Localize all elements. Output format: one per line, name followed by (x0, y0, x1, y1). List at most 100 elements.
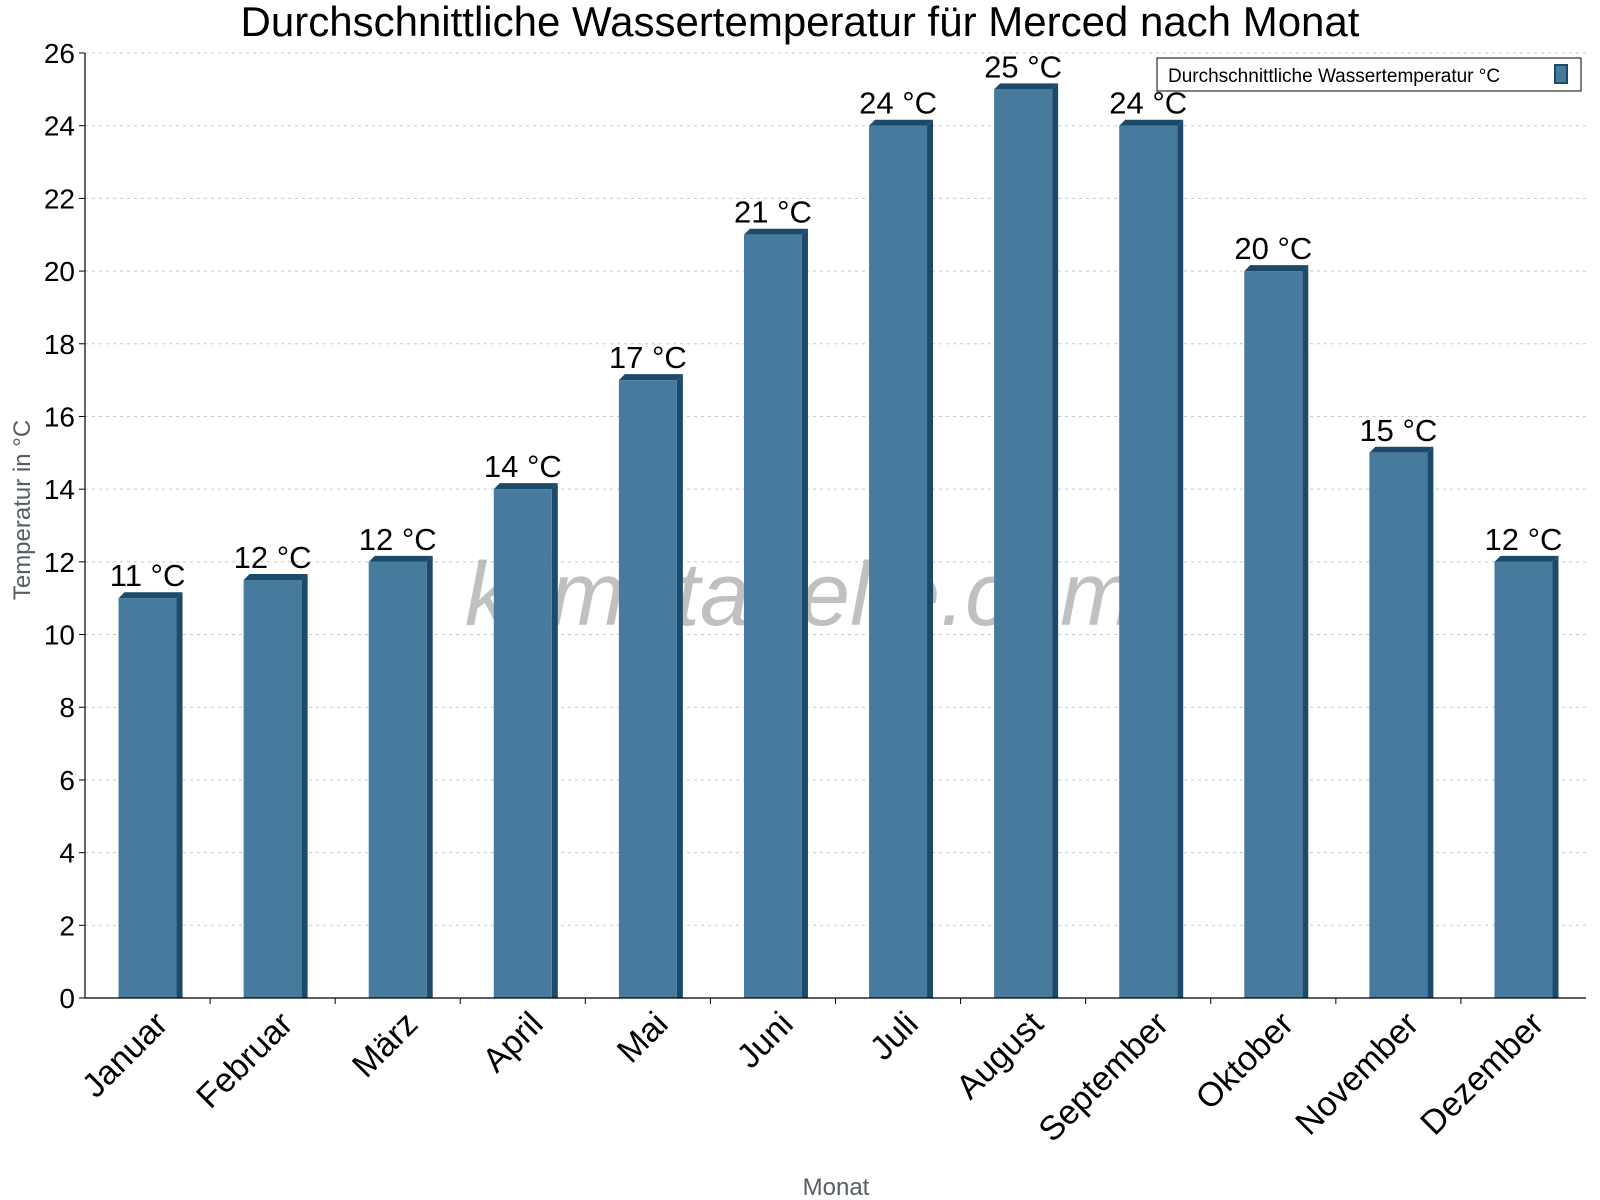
bars (118, 83, 1559, 999)
x-axis-label: Monat (803, 1174, 870, 1200)
bar-top (1119, 119, 1184, 126)
data-label: 21 °C (734, 195, 812, 230)
y-tick-label: 16 (44, 401, 75, 432)
data-label: 15 °C (1359, 413, 1437, 448)
bar (1494, 555, 1559, 998)
data-label: 14 °C (484, 449, 562, 484)
y-tick-label: 18 (44, 329, 75, 360)
data-label: 24 °C (1109, 86, 1187, 121)
y-tick-label: 22 (44, 183, 75, 214)
x-tick-label: Mai (610, 1005, 676, 1071)
data-labels: 11 °C 12 °C 12 °C 14 °C 17 °C 21 °C 24 °C 25 °C… (110, 49, 1563, 593)
bar-top (618, 374, 683, 381)
data-label: 24 °C (859, 86, 937, 121)
y-tick-label: 8 (59, 692, 75, 723)
legend-swatch (1554, 64, 1568, 84)
bar-top (743, 228, 808, 235)
y-axis-label: Temperatur in °C (9, 420, 36, 600)
y-tick-label: 4 (59, 838, 75, 869)
bar (118, 592, 183, 998)
grid-lines (85, 52, 1586, 926)
bar-side (927, 119, 934, 998)
bar-top (869, 119, 934, 126)
bar (743, 228, 808, 998)
bar (1369, 446, 1434, 998)
x-tick-label: Oktober (1189, 1005, 1301, 1117)
bar (994, 83, 1059, 999)
data-label: 25 °C (984, 49, 1062, 84)
x-tick-label: September (1031, 1005, 1175, 1149)
bar-front (1244, 271, 1303, 999)
data-label: 12 °C (359, 522, 437, 557)
data-label: 11 °C (110, 558, 186, 593)
bar-side (1302, 265, 1309, 999)
axes (84, 53, 1586, 999)
bar-top (994, 83, 1059, 90)
bar-side (676, 374, 683, 999)
bar-front (1494, 561, 1553, 998)
bar-front (368, 561, 427, 998)
bar-front (1119, 125, 1178, 998)
bar-side (1427, 446, 1434, 998)
bar-top (1494, 555, 1559, 562)
bar (243, 574, 308, 998)
y-tick-label: 0 (59, 983, 75, 1014)
bar-top (118, 592, 183, 599)
x-tick-label: Januar (75, 1005, 175, 1105)
bar-side (551, 483, 558, 999)
x-tick-label: August (949, 1004, 1051, 1106)
bar-front (493, 489, 552, 998)
y-tick-label: 20 (44, 256, 75, 287)
y-tick-label: 12 (44, 547, 75, 578)
data-label: 12 °C (234, 540, 312, 575)
x-tick-label: Juli (863, 1005, 926, 1068)
bar-side (176, 592, 183, 998)
data-label: 17 °C (609, 340, 687, 375)
x-tick-label: November (1288, 1005, 1426, 1143)
data-label: 12 °C (1485, 522, 1563, 557)
y-tick-label: 26 (44, 38, 75, 69)
bar-top (368, 555, 433, 562)
legend-label: Durchschnittliche Wassertemperatur °C (1168, 66, 1500, 87)
data-label: 20 °C (1234, 231, 1312, 266)
legend-box (1156, 57, 1582, 92)
bar-front (1369, 452, 1428, 998)
bar-top (1244, 265, 1309, 272)
bar-front (243, 580, 302, 998)
x-tick-label: Februar (189, 1005, 300, 1116)
bar (618, 374, 683, 999)
x-tick-label: Juni (730, 1005, 801, 1076)
bar (368, 555, 433, 998)
bar-top (1369, 446, 1434, 453)
y-tick-label: 2 (59, 910, 75, 941)
legend: Durchschnittliche Wassertemperatur °C (1156, 57, 1582, 92)
bar-front (743, 234, 802, 998)
bar-side (1177, 119, 1184, 998)
bar (869, 119, 934, 998)
bar-side (1552, 555, 1559, 998)
bar-front (618, 380, 677, 999)
x-axis-ticks: Januar Februar März April Mai Juni Juli AugustS… (75, 998, 1551, 1149)
y-tick-label: 10 (44, 620, 75, 651)
bar-front (118, 598, 177, 998)
bar-top (243, 574, 308, 581)
bar-front (994, 89, 1053, 999)
bar (493, 483, 558, 999)
y-tick-label: 24 (44, 111, 75, 142)
y-tick-label: 6 (59, 765, 75, 796)
bar-top (493, 483, 558, 490)
x-tick-label: Dezember (1413, 1005, 1551, 1143)
chart-title: Durchschnittliche Wassertemperatur für M… (241, 0, 1360, 45)
bar-front (869, 125, 928, 998)
bar-side (301, 574, 308, 998)
bar (1244, 265, 1309, 999)
x-tick-label: März (345, 1005, 425, 1085)
bar-side (801, 228, 808, 998)
x-tick-label: April (475, 1005, 550, 1080)
bar (1119, 119, 1184, 998)
bar-side (426, 555, 433, 998)
y-tick-label: 14 (44, 474, 75, 505)
bar-side (1052, 83, 1059, 999)
